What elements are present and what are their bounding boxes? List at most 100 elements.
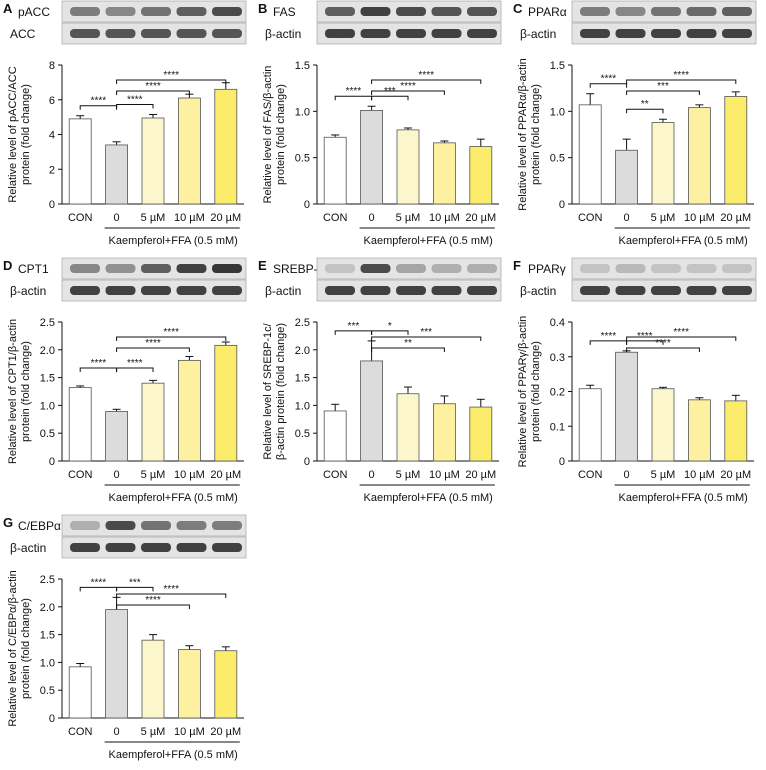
bar [214, 344, 238, 462]
bar [432, 142, 456, 205]
significance-label: **** [145, 81, 161, 92]
significance-label: **** [145, 595, 161, 606]
significance-label: **** [91, 96, 107, 107]
bar [323, 410, 347, 462]
significance-label: *** [657, 81, 669, 92]
x-tick-label: 20 µM [465, 212, 496, 224]
significance-bracket [589, 83, 628, 88]
bar [578, 104, 602, 205]
blot-band [722, 29, 752, 38]
x-tick-label: CON [578, 212, 603, 224]
x-tick-label: 10 µM [174, 469, 205, 481]
significance-bracket [626, 90, 700, 95]
significance-label: **** [346, 86, 362, 97]
x-tick-label: 20 µM [210, 212, 241, 224]
y-tick-label: 2.5 [40, 317, 55, 329]
blot-band [141, 521, 171, 530]
significance-bracket [116, 367, 154, 372]
y-tick-label: 0 [49, 713, 55, 725]
blot-band [615, 264, 646, 273]
blot-band [141, 7, 171, 16]
blot-band [396, 264, 426, 273]
bar [396, 129, 420, 205]
significance-bracket [116, 90, 190, 95]
significance-label: ** [641, 99, 649, 110]
blot-label: CPT1 [18, 262, 49, 276]
x-tick-label: CON [68, 726, 93, 738]
significance-bracket [626, 79, 737, 84]
x-tick-label: 10 µM [684, 469, 715, 481]
y-axis-label: protein (fold change) [530, 341, 542, 442]
blot-band [686, 29, 717, 38]
significance-label: **** [400, 81, 416, 92]
blot-band [325, 29, 355, 38]
panel-g: G C/EBPα β-actin 0 0.5 1.0 1.5 2.0 2.5 Relative l… [3, 514, 247, 761]
bar [688, 399, 711, 462]
blot-band [651, 7, 681, 16]
bar [651, 122, 675, 205]
bar [141, 639, 165, 719]
y-axis-label: Relative level of FAS/β-actin [262, 66, 274, 204]
bar [724, 400, 748, 462]
blot-band [212, 7, 242, 16]
blot-band [105, 264, 136, 273]
blot-band [141, 264, 171, 273]
y-tick-label: 4 [49, 130, 55, 142]
panel-b: B FAS β-actin 0 0.5 1.0 1.5 Relative level of F… [258, 0, 502, 247]
y-tick-label: 0.4 [550, 317, 565, 329]
bar [360, 360, 384, 462]
y-tick-label: 8 [49, 60, 55, 72]
y-tick-label: 2.0 [295, 345, 310, 357]
blot-band [722, 7, 752, 16]
bar [651, 388, 675, 462]
significance-label: **** [655, 338, 671, 349]
y-tick-label: 1.5 [40, 373, 55, 385]
y-axis-label: β-actin protein (fold change) [275, 323, 287, 460]
bar [177, 97, 201, 205]
blot-label: FAS [273, 5, 296, 19]
x-tick-label: 10 µM [429, 469, 460, 481]
y-tick-label: 0.2 [550, 387, 565, 399]
blot-band [360, 7, 391, 16]
significance-bracket [626, 108, 664, 114]
panel-letter: D [3, 258, 12, 273]
x-tick-label: 20 µM [720, 212, 751, 224]
blot-label: β-actin [10, 284, 46, 298]
y-axis-label: protein (fold change) [530, 84, 542, 185]
blot-band [686, 264, 717, 273]
blot-band [580, 29, 610, 38]
blot-band [651, 264, 681, 273]
blot-band [431, 7, 462, 16]
x-tick-label: 20 µM [720, 469, 751, 481]
y-axis-label: Relative level of SREBP-1c/ [262, 322, 274, 459]
treatment-label: Kaempferol+FFA (0.5 mM) [109, 749, 238, 761]
blot-band [212, 286, 242, 295]
significance-bracket [371, 347, 445, 352]
y-axis-label: protein (fold change) [20, 84, 32, 185]
significance-label: *** [348, 321, 360, 332]
x-tick-label: CON [68, 469, 93, 481]
y-tick-label: 1.0 [550, 106, 565, 118]
bar [141, 382, 165, 462]
significance-label: **** [163, 327, 179, 338]
blot-band [70, 264, 100, 273]
significance-label: **** [91, 577, 107, 588]
blot-band [467, 264, 497, 273]
blot-band [651, 29, 681, 38]
blot-label: β-actin [265, 27, 301, 41]
blot-band [212, 29, 242, 38]
significance-label: **** [673, 70, 689, 81]
x-tick-label: CON [578, 469, 603, 481]
bar [578, 388, 602, 462]
y-axis-label: protein (fold change) [275, 84, 287, 185]
blot-band [360, 264, 391, 273]
bar [688, 107, 711, 205]
bar [396, 393, 420, 462]
x-tick-label: 0 [624, 212, 630, 224]
x-tick-label: 5 µM [396, 212, 421, 224]
y-tick-label: 0.5 [40, 428, 55, 440]
y-tick-label: 2 [49, 164, 55, 176]
bar [105, 609, 128, 719]
significance-bracket [371, 336, 482, 341]
bar [432, 403, 456, 462]
